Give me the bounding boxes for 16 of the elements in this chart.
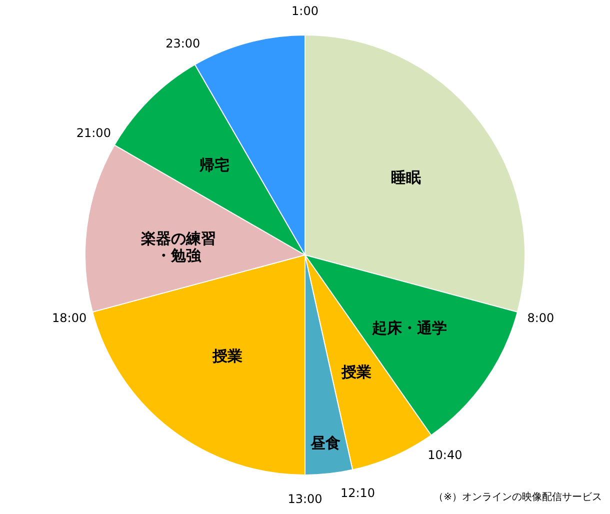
slice-label: 授業 [211,347,242,366]
text: 12:10 [340,486,376,500]
text: 10:40 [428,448,462,462]
text: 21:00 [76,126,111,140]
slice-label: 授業 [340,362,372,381]
text: 8:00 [527,311,554,326]
text: 18:00 [52,311,87,326]
text: 1:00 [292,4,318,18]
slice-label: 起床・通学 [371,319,448,338]
text: 13:00 [288,492,322,506]
slice-label: 昼食 [310,434,341,452]
text: 23:00 [166,36,200,51]
slice-label: 帰宅 [198,156,230,174]
slice-label: 睡眠 [391,168,422,186]
slice-label: 楽器の練習・勉強 [140,229,216,264]
text: （※）オンラインの映像配信サービス [434,491,602,503]
